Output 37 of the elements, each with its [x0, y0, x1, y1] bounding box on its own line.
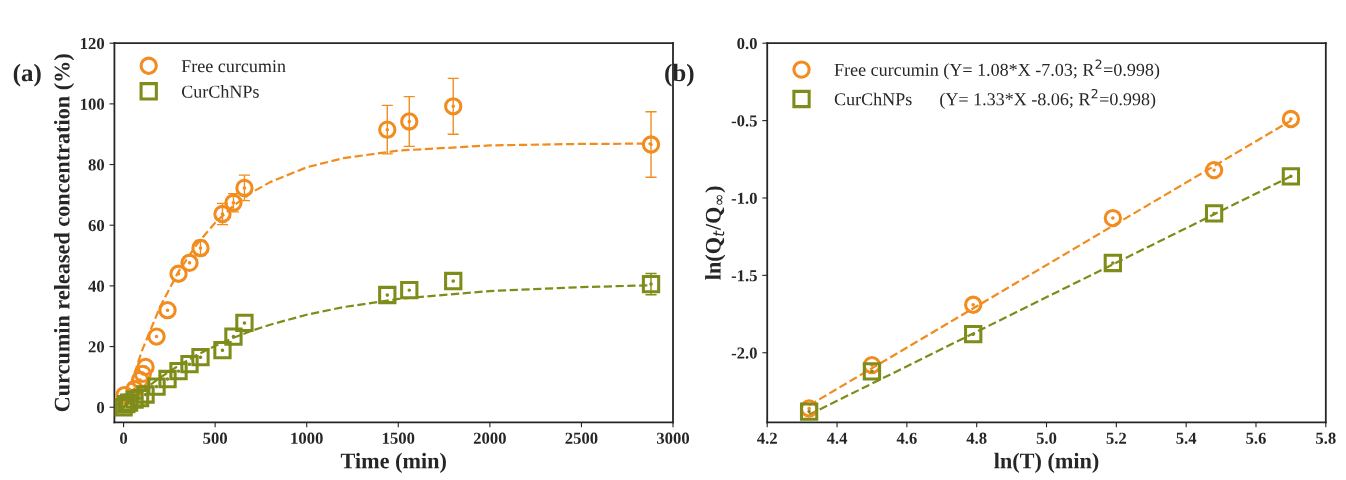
x-tick-label: 1500 [382, 432, 415, 444]
x-tick-label: 5.6 [1246, 432, 1266, 444]
y-tick-label: 20 [88, 341, 105, 353]
x-tick-label: 2000 [473, 432, 506, 444]
y-tick-label: 40 [88, 280, 105, 292]
legend-label: CurChNPs [181, 85, 259, 98]
x-tick-label: 5.4 [1176, 432, 1197, 444]
y-tick-label: 0 [96, 401, 105, 414]
y-tick-label: 100 [81, 98, 105, 110]
x-tick-label: 5.8 [1316, 432, 1336, 444]
x-tick-label: 3000 [656, 432, 690, 444]
x-tick-label: 5.0 [1036, 432, 1057, 444]
y-axis-title: ln(Q$_{t}$/Q$_{∞}$) [705, 186, 726, 280]
x-tick-label: 5.2 [1106, 432, 1127, 444]
x-tick-label: 4.2 [757, 432, 777, 444]
legend-label: CurChNPs (Y= 1.33*X -8.06; R$^{2}$=0.998) [834, 88, 1156, 110]
x-tick-label: 2500 [565, 432, 598, 444]
y-tick-label: -1.0 [731, 192, 757, 204]
legend-label: Free curcumin [181, 60, 286, 73]
x-tick-label: 1000 [291, 432, 323, 444]
x-axis-title: ln(T) (min) [994, 452, 1099, 473]
y-axis-title: Curcumin released concentration (%) [53, 54, 75, 412]
x-tick-label: 500 [203, 432, 227, 444]
x-tick-label: 4.4 [826, 432, 848, 444]
x-tick-label: 4.6 [896, 432, 917, 444]
y-tick-label: 0.0 [737, 37, 757, 50]
y-tick-label: 120 [81, 37, 105, 50]
x-axis-title: Time (min) [340, 452, 446, 473]
y-tick-label: -2.0 [731, 347, 757, 359]
legend-label: Free curcumin (Y= 1.08*X -7.03; R$^{2}$=0.998) [834, 59, 1160, 80]
text: (a) [13, 63, 41, 87]
y-tick-label: 80 [88, 159, 105, 171]
y-tick-label: -0.5 [731, 115, 757, 127]
x-tick-label: 4.8 [966, 432, 987, 444]
y-tick-label: -1.5 [731, 270, 757, 282]
x-tick-label: 0 [120, 432, 128, 444]
y-tick-label: 60 [88, 219, 105, 232]
